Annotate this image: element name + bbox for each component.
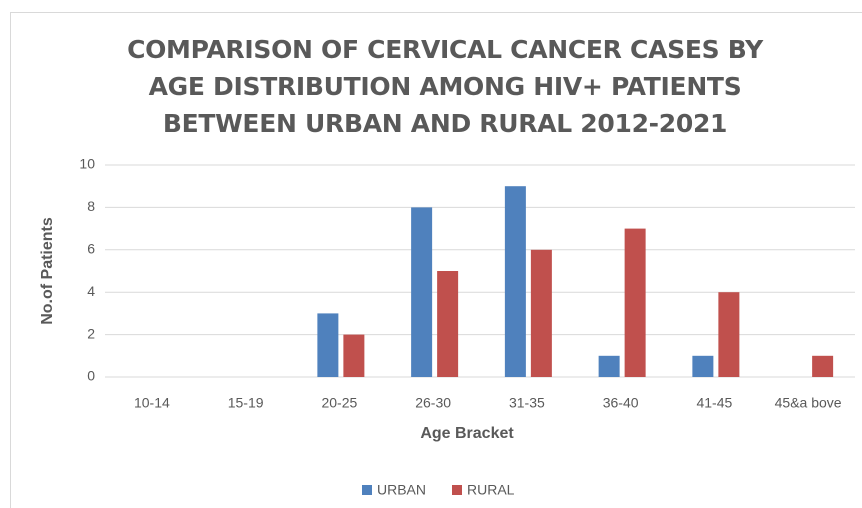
x-tick-label: 15-19 bbox=[228, 395, 264, 411]
x-tick-label: 31-35 bbox=[509, 395, 545, 411]
x-tick-label: 10-14 bbox=[134, 395, 170, 411]
legend-label: URBAN bbox=[377, 482, 426, 498]
x-tick-label: 36-40 bbox=[603, 395, 639, 411]
y-tick-label: 6 bbox=[87, 241, 95, 257]
bar bbox=[598, 355, 620, 377]
x-tick-label: 41-45 bbox=[696, 395, 732, 411]
x-tick-label: 26-30 bbox=[415, 395, 451, 411]
bar bbox=[624, 228, 646, 377]
bar bbox=[411, 207, 433, 377]
chart-title: COMPARISON OF CERVICAL CANCER CASES BY A… bbox=[127, 35, 763, 138]
x-axis-label: Age Bracket bbox=[420, 425, 514, 442]
x-tick-label: 20-25 bbox=[321, 395, 357, 411]
y-axis-label: No.of Patients bbox=[39, 217, 56, 325]
bar bbox=[504, 186, 526, 377]
y-tick-label: 10 bbox=[79, 156, 95, 172]
legend-swatch bbox=[452, 485, 462, 495]
y-tick-label: 4 bbox=[87, 283, 95, 299]
bar bbox=[530, 249, 552, 377]
bar bbox=[718, 292, 740, 377]
bar bbox=[437, 271, 459, 377]
bar bbox=[317, 313, 339, 377]
bar bbox=[692, 355, 714, 377]
y-tick-label: 8 bbox=[87, 198, 95, 214]
legend-label: RURAL bbox=[467, 482, 515, 498]
y-tick-label: 0 bbox=[87, 368, 95, 384]
x-tick-label: 45&a bove bbox=[775, 395, 842, 411]
y-tick-label: 2 bbox=[87, 325, 95, 341]
chart-border bbox=[10, 12, 862, 508]
bar bbox=[343, 334, 365, 377]
legend-swatch bbox=[362, 485, 372, 495]
bar bbox=[812, 355, 834, 377]
